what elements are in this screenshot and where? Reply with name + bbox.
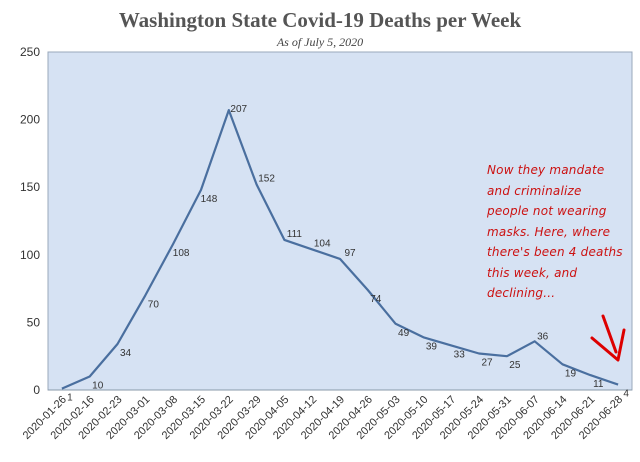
y-tick-label: 200 xyxy=(20,113,40,127)
data-label: 49 xyxy=(398,328,410,339)
annotation-text: Now they mandate and criminalize people … xyxy=(487,163,623,300)
chart-subtitle: As of July 5, 2020 xyxy=(276,35,364,49)
arrow-shaft xyxy=(601,314,618,354)
y-tick-label: 0 xyxy=(33,383,40,397)
data-label: 152 xyxy=(258,173,275,184)
data-label: 207 xyxy=(230,104,247,115)
data-label: 104 xyxy=(314,238,331,249)
y-tick-label: 150 xyxy=(20,180,40,194)
data-label: 11 xyxy=(593,379,604,390)
data-label: 33 xyxy=(454,349,466,360)
data-label: 1 xyxy=(67,393,73,404)
y-tick-label: 100 xyxy=(20,248,40,262)
plot-area xyxy=(47,51,633,391)
arrow-head xyxy=(590,328,626,362)
data-label: 36 xyxy=(537,331,549,342)
data-label: 74 xyxy=(370,294,382,305)
data-label: 25 xyxy=(509,360,521,371)
data-label: 97 xyxy=(344,248,356,259)
data-label: 10 xyxy=(92,380,104,391)
data-label: 19 xyxy=(565,368,577,379)
data-label: 27 xyxy=(481,357,493,368)
series-line xyxy=(61,108,619,390)
data-label: 39 xyxy=(426,341,438,352)
data-label: 70 xyxy=(148,299,160,310)
data-label: 34 xyxy=(120,348,132,359)
y-tick-label: 250 xyxy=(20,45,40,59)
data-label: 148 xyxy=(201,194,218,205)
data-label: 4 xyxy=(623,389,629,400)
data-label: 108 xyxy=(173,248,190,259)
data-label: 111 xyxy=(287,229,303,240)
y-tick-label: 50 xyxy=(27,315,41,329)
chart-title: Washington State Covid-19 Deaths per Wee… xyxy=(118,8,522,32)
